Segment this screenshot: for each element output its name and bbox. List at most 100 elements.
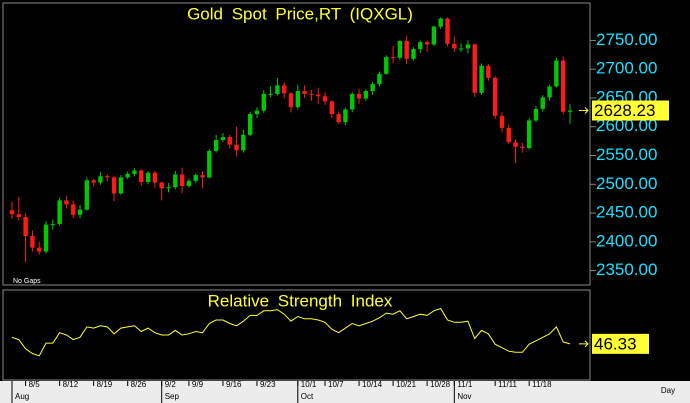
candle-body (132, 170, 137, 174)
candle-body (16, 214, 22, 218)
y-tick-label: 2500.00 (596, 174, 657, 193)
candle-body (363, 91, 369, 99)
candle-body (486, 65, 491, 78)
candle-body (377, 73, 382, 85)
candle-body (125, 173, 130, 178)
candle-body (57, 200, 62, 224)
candle-body (139, 170, 144, 182)
candle-body (64, 200, 69, 205)
candle-body (499, 115, 505, 128)
candle-body (118, 177, 124, 194)
candle-body (234, 144, 239, 151)
y-tick-label: 2700.00 (596, 59, 657, 78)
x-tick-label: 9/2 (165, 380, 177, 389)
candle-body (465, 44, 471, 49)
x-tick-label: 10/21 (396, 380, 417, 389)
month-label: Sep (165, 392, 180, 401)
rsi-title: Relative Strength Index (208, 291, 393, 310)
candle-body (384, 57, 389, 74)
candle-body (492, 77, 498, 116)
rsi-panel (2, 289, 591, 381)
candle-body (506, 127, 511, 143)
candle-body (513, 142, 518, 147)
x-tick-label: 8/19 (97, 380, 113, 389)
candle-body (343, 109, 348, 123)
last-value: 46.33 (594, 334, 637, 353)
x-tick-label: 11/11 (498, 380, 517, 389)
candle-body (288, 93, 294, 108)
candle-body (295, 91, 301, 108)
candle-body (547, 86, 552, 98)
last-arrow (579, 340, 589, 348)
candle-body (213, 139, 219, 151)
candle-body (309, 93, 314, 95)
candle-body (554, 60, 559, 87)
candle-body (227, 137, 232, 145)
chart-title: Gold Spot Price,RT (IQXGL) (187, 4, 413, 23)
y-tick-label: 2350.00 (596, 260, 657, 279)
x-tick-label: 11/18 (532, 380, 552, 389)
month-label: Oct (301, 392, 314, 401)
candle-body (479, 65, 484, 93)
candle-body (370, 84, 375, 92)
candle-body (105, 176, 110, 178)
candle-body (71, 204, 76, 215)
candle-body (43, 224, 49, 252)
candle-body (472, 44, 477, 93)
candle-body (220, 137, 226, 140)
x-tick-label: 9/16 (226, 380, 242, 389)
candle-body (316, 94, 321, 97)
candle-body (166, 187, 171, 189)
candle-body (458, 48, 464, 50)
candle-body (302, 91, 307, 94)
candle-body (397, 40, 403, 58)
candle-body (560, 60, 566, 112)
last-value-box (592, 100, 669, 121)
candle-body (533, 108, 539, 121)
candle-body (254, 110, 260, 115)
candle-body (186, 180, 192, 187)
date-axis (0, 381, 690, 403)
candle-body (350, 93, 355, 110)
month-label: Aug (15, 392, 29, 401)
candle-body (411, 49, 416, 59)
y-tick-label: 2600.00 (596, 116, 657, 135)
candle-body (526, 120, 532, 149)
candle-body (540, 97, 545, 109)
candle-body (329, 101, 335, 115)
y-tick-label: 2750.00 (596, 30, 657, 49)
candle-body (567, 110, 573, 112)
candle-body (152, 172, 158, 183)
last-value-box (592, 333, 649, 354)
candle-body (247, 114, 253, 135)
candle-body (200, 175, 205, 178)
last-value: 2628.23 (594, 101, 655, 120)
annotation: No Gaps (13, 278, 41, 285)
candle-body (275, 85, 280, 94)
candle-body (91, 180, 96, 183)
x-axis-label: Day (661, 386, 675, 395)
x-tick-label: 8/26 (131, 380, 147, 389)
candle-body (390, 57, 396, 59)
price-panel (2, 2, 591, 286)
last-arrow (579, 107, 589, 114)
candle-body (261, 93, 266, 111)
candle-body (30, 236, 35, 248)
candle-body (404, 40, 409, 59)
candle-body (145, 172, 151, 182)
candle-body (193, 175, 198, 181)
candle-body (322, 96, 328, 102)
candle-body (50, 223, 56, 225)
candle-body (268, 93, 273, 95)
x-tick-label: 9/9 (192, 380, 204, 389)
candle-body (77, 209, 83, 215)
candle-body (431, 26, 437, 45)
x-tick-label: 11/1 (457, 380, 473, 389)
candle-body (98, 176, 103, 183)
candle-body (452, 43, 457, 49)
candle-body (445, 18, 450, 44)
y-tick-label: 2550.00 (596, 145, 657, 164)
candle-body (418, 42, 423, 50)
y-tick-label: 2400.00 (596, 231, 657, 250)
